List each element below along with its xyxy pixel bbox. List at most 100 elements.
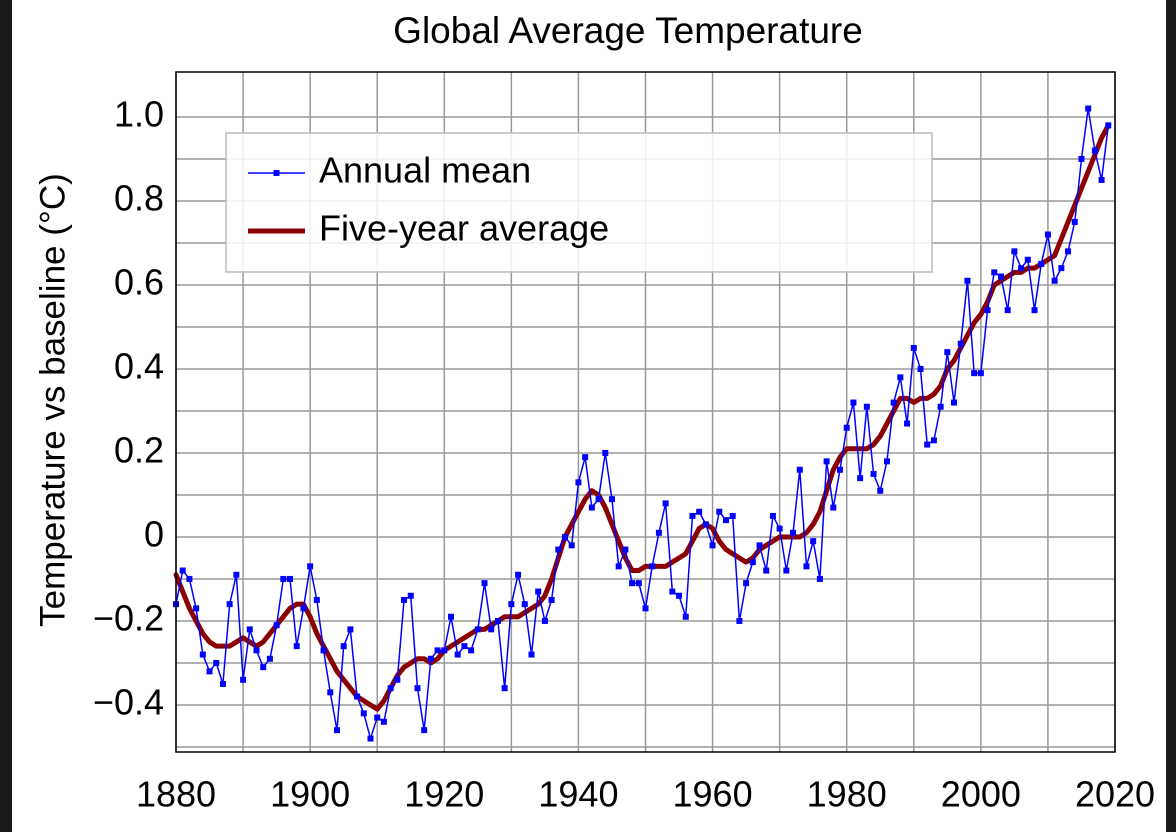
data-point xyxy=(837,466,844,473)
data-point xyxy=(461,643,468,650)
legend-marker xyxy=(273,170,280,176)
data-point xyxy=(380,718,387,725)
y-tick-label: 0 xyxy=(144,513,164,554)
data-point xyxy=(280,575,287,582)
data-point xyxy=(407,592,414,599)
data-point xyxy=(387,685,394,692)
data-point xyxy=(629,580,636,587)
data-point xyxy=(374,714,381,721)
data-point xyxy=(917,365,924,372)
data-point xyxy=(313,596,320,603)
data-point xyxy=(635,580,642,587)
data-point xyxy=(494,617,501,624)
data-point xyxy=(957,340,964,347)
y-tick-label: 0.2 xyxy=(114,429,164,470)
data-point xyxy=(682,613,689,620)
data-point xyxy=(521,601,528,608)
x-tick-label: 2000 xyxy=(941,774,1021,815)
data-point xyxy=(857,475,864,482)
y-tick-label: 0.6 xyxy=(114,261,164,302)
data-point xyxy=(944,349,951,356)
y-axis-label: Temperature vs baseline (°C) xyxy=(33,173,72,627)
edge xyxy=(1166,0,1176,832)
data-point xyxy=(984,307,991,314)
data-point xyxy=(588,504,595,511)
data-point xyxy=(347,626,354,633)
data-point xyxy=(488,626,495,633)
data-point xyxy=(1038,260,1045,267)
y-tick-label: 1.0 xyxy=(114,93,164,134)
data-point xyxy=(1078,155,1085,162)
y-tick-label: −0.2 xyxy=(93,597,164,638)
data-point xyxy=(830,504,837,511)
data-point xyxy=(240,676,247,683)
data-point xyxy=(1011,248,1018,255)
data-point xyxy=(870,470,877,477)
data-point xyxy=(816,575,823,582)
data-point xyxy=(508,601,515,608)
data-point xyxy=(910,344,917,351)
data-point xyxy=(615,563,622,570)
data-point xyxy=(186,575,193,582)
data-point xyxy=(1091,147,1098,154)
data-point xyxy=(722,517,729,524)
data-point xyxy=(541,617,548,624)
x-tick-label: 1940 xyxy=(538,774,618,815)
data-point xyxy=(951,399,958,406)
data-point xyxy=(977,370,984,377)
x-tick-label: 1880 xyxy=(136,774,216,815)
data-point xyxy=(1085,105,1092,112)
data-point xyxy=(474,626,481,633)
data-point xyxy=(206,668,213,675)
data-point xyxy=(454,651,461,658)
data-point xyxy=(548,596,555,603)
data-point xyxy=(327,689,334,696)
data-point xyxy=(595,496,602,503)
x-tick-label: 1980 xyxy=(807,774,887,815)
data-point xyxy=(1024,256,1031,263)
legend-box xyxy=(225,132,933,273)
data-point xyxy=(763,567,770,574)
data-point xyxy=(427,655,434,662)
data-point xyxy=(401,596,408,603)
data-point xyxy=(696,508,703,515)
legend-label: Five-year average xyxy=(319,208,609,249)
data-point xyxy=(535,588,542,595)
data-point xyxy=(702,521,709,528)
data-point xyxy=(676,592,683,599)
data-point xyxy=(790,529,797,536)
data-point xyxy=(287,575,294,582)
data-point xyxy=(669,588,676,595)
data-point xyxy=(716,508,723,515)
data-point xyxy=(1004,307,1011,314)
data-point xyxy=(655,529,662,536)
data-point xyxy=(246,626,253,633)
data-point xyxy=(897,374,904,381)
series-line xyxy=(175,107,1110,740)
data-point xyxy=(481,580,488,587)
data-point xyxy=(1105,122,1112,129)
data-point xyxy=(582,454,589,461)
data-point xyxy=(354,693,361,700)
y-tick-label: −0.4 xyxy=(93,681,164,722)
data-point xyxy=(883,458,890,465)
data-point xyxy=(333,727,340,734)
data-point xyxy=(360,710,367,717)
data-point xyxy=(447,613,454,620)
data-point xyxy=(689,512,696,519)
data-point xyxy=(649,563,656,570)
data-point xyxy=(662,500,669,507)
x-tick-label: 2020 xyxy=(1075,774,1155,815)
data-point xyxy=(863,403,870,410)
data-point xyxy=(1051,277,1058,284)
data-point xyxy=(293,643,300,650)
y-tick-label: 0.8 xyxy=(114,177,164,218)
data-point xyxy=(850,399,857,406)
data-point xyxy=(441,647,448,654)
x-tick-label: 1960 xyxy=(673,774,753,815)
data-point xyxy=(300,605,307,612)
data-point xyxy=(307,563,314,570)
data-point xyxy=(729,512,736,519)
data-point xyxy=(964,277,971,284)
y-tick-label: 0.4 xyxy=(114,345,164,386)
